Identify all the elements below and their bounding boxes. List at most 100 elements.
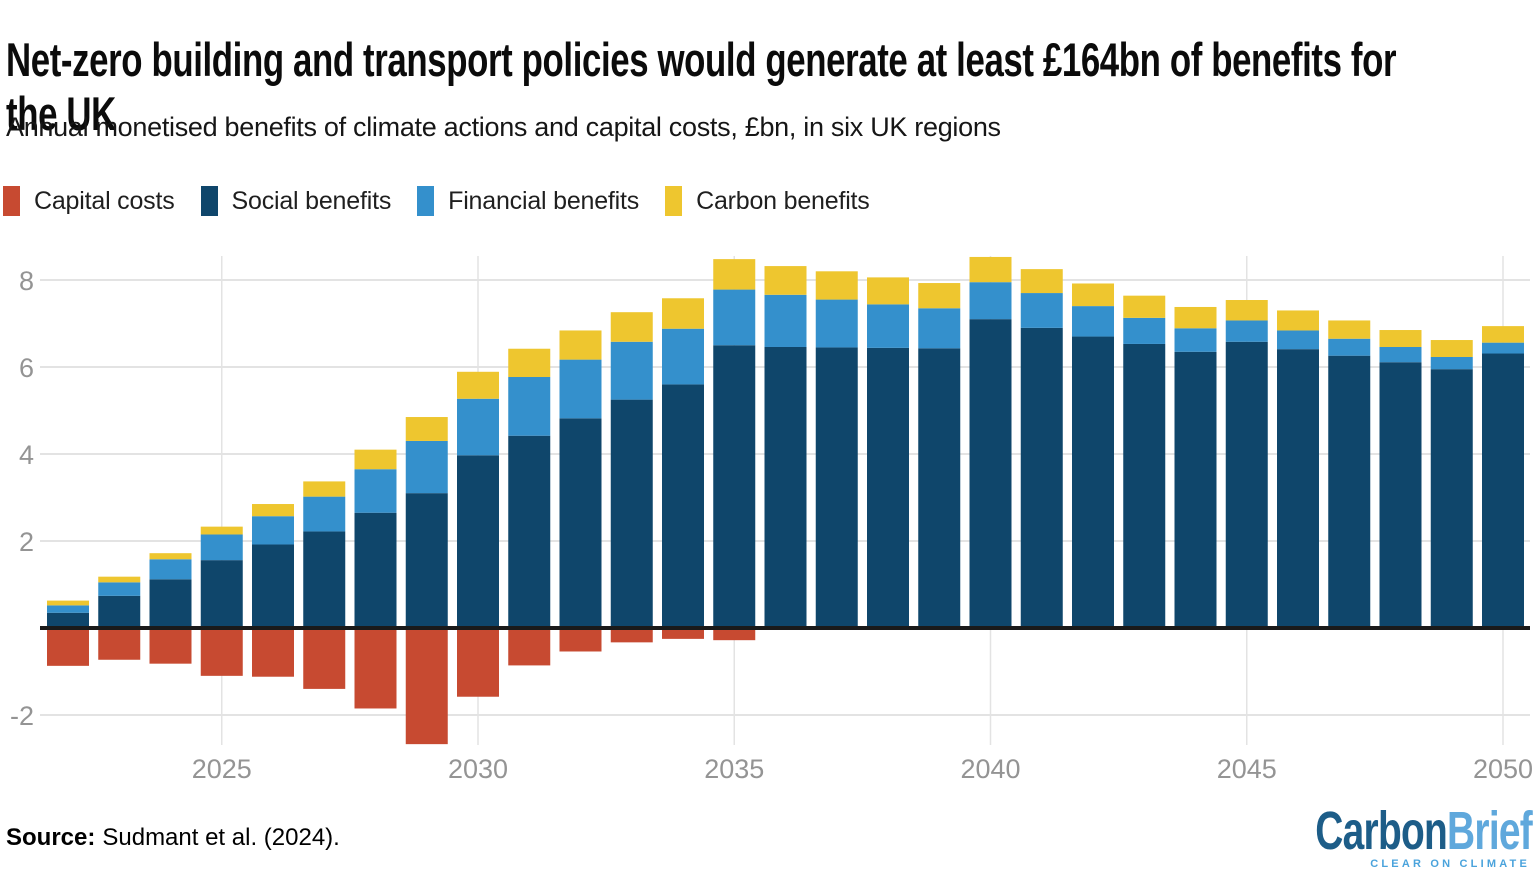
bar-social-benefits-2048	[1379, 362, 1422, 628]
legend-item-social-benefits: Social benefits	[200, 186, 392, 216]
bar-carbon-benefits-2034	[662, 298, 704, 329]
bar-carbon-benefits-2047	[1328, 320, 1371, 339]
carbonbrief-logo: CarbonBrief CLEAR ON CLIMATE	[1231, 804, 1532, 870]
bar-financial-benefits-2027	[303, 496, 346, 532]
zero-baseline	[40, 626, 1530, 630]
x-axis-tick-label: 2035	[704, 754, 764, 784]
legend-label-capital-costs: Capital costs	[34, 186, 175, 215]
logo-brief: Brief	[1447, 801, 1533, 861]
bar-social-benefits-2032	[559, 418, 602, 628]
bar-social-benefits-2030	[457, 455, 499, 628]
bar-social-benefits-2041	[1020, 327, 1063, 628]
legend-swatch-capital-costs	[3, 186, 20, 216]
bar-financial-benefits-2044	[1174, 328, 1217, 352]
x-axis-tick-label: 2025	[192, 754, 252, 784]
bar-carbon-benefits-2041	[1020, 269, 1063, 294]
bar-carbon-benefits-2035	[713, 259, 756, 290]
bar-social-benefits-2045	[1225, 341, 1268, 628]
bar-carbon-benefits-2029	[405, 417, 448, 441]
bar-capital-costs-2035	[713, 628, 756, 641]
bar-carbon-benefits-2037	[815, 271, 858, 300]
bar-social-benefits-2049	[1430, 369, 1473, 628]
x-axis-tick-label: 2045	[1217, 754, 1277, 784]
bar-carbon-benefits-2023	[98, 576, 141, 583]
bar-carbon-benefits-2042	[1072, 283, 1114, 307]
bar-social-benefits-2022	[47, 612, 89, 628]
bar-carbon-benefits-2024	[149, 553, 192, 560]
legend-item-carbon-benefits: Carbon benefits	[665, 186, 870, 216]
bar-capital-costs-2023	[98, 628, 141, 660]
bar-capital-costs-2032	[559, 628, 602, 652]
bar-social-benefits-2023	[98, 595, 141, 628]
bar-carbon-benefits-2043	[1123, 295, 1166, 318]
bar-carbon-benefits-2027	[303, 481, 346, 497]
bar-capital-costs-2024	[149, 628, 192, 664]
page-title: Net-zero building and transport policies…	[6, 33, 1397, 141]
bar-financial-benefits-2032	[559, 359, 602, 419]
bar-social-benefits-2024	[149, 579, 192, 628]
bar-social-benefits-2036	[764, 346, 807, 628]
bar-financial-benefits-2023	[98, 582, 141, 596]
bar-financial-benefits-2045	[1225, 320, 1268, 342]
bar-social-benefits-2035	[713, 345, 756, 628]
bar-carbon-benefits-2033	[610, 312, 653, 342]
legend-item-financial-benefits: Financial benefits	[417, 186, 639, 216]
bar-carbon-benefits-2031	[508, 348, 551, 378]
bar-social-benefits-2043	[1123, 343, 1166, 628]
chart: 8 6 4 2 -2 2025 2030 2035 2040 2045 2050	[0, 240, 1536, 800]
x-axis-tick-label: 2040	[960, 754, 1020, 784]
bar-financial-benefits-2043	[1123, 317, 1166, 344]
bar-carbon-benefits-2049	[1430, 340, 1473, 357]
bar-financial-benefits-2049	[1430, 356, 1473, 370]
x-axis-tick-label: 2050	[1473, 754, 1533, 784]
carbonbrief-wordmark: CarbonBrief	[1315, 804, 1532, 858]
bar-carbon-benefits-2022	[47, 600, 89, 606]
bar-financial-benefits-2033	[610, 341, 653, 400]
bar-carbon-benefits-2045	[1225, 300, 1268, 321]
bar-financial-benefits-2034	[662, 328, 704, 385]
x-axis-tick-label: 2030	[448, 754, 508, 784]
legend-label-carbon-benefits: Carbon benefits	[696, 186, 870, 215]
bar-capital-costs-2034	[662, 628, 704, 639]
bar-social-benefits-2026	[252, 544, 294, 628]
bar-financial-benefits-2036	[764, 294, 807, 347]
bar-capital-costs-2031	[508, 628, 551, 666]
chart-svg: 8 6 4 2 -2 2025 2030 2035 2040 2045 2050	[10, 256, 1533, 784]
bar-capital-costs-2027	[303, 628, 346, 689]
bar-social-benefits-2040	[969, 319, 1012, 628]
logo-tagline: CLEAR ON CLIMATE	[1370, 858, 1530, 870]
bar-social-benefits-2031	[508, 435, 551, 628]
legend-label-social-benefits: Social benefits	[231, 186, 392, 215]
bar-social-benefits-2047	[1328, 355, 1371, 628]
bar-financial-benefits-2030	[457, 398, 499, 456]
bar-capital-costs-2030	[457, 628, 499, 697]
bar-carbon-benefits-2050	[1482, 326, 1524, 343]
logo-carbon: Carbon	[1315, 801, 1448, 861]
bar-social-benefits-2028	[354, 512, 397, 628]
bar-social-benefits-2050	[1482, 353, 1524, 628]
y-axis-tick-label: -2	[10, 701, 34, 731]
bar-financial-benefits-2040	[969, 282, 1012, 320]
bar-social-benefits-2029	[405, 493, 448, 628]
bar-carbon-benefits-2030	[457, 371, 499, 399]
bar-social-benefits-2042	[1072, 336, 1114, 628]
bar-social-benefits-2039	[918, 348, 961, 628]
bar-financial-benefits-2050	[1482, 342, 1524, 354]
legend: Capital costs Social benefits Financial …	[3, 186, 896, 216]
bar-carbon-benefits-2038	[867, 277, 909, 305]
bar-capital-costs-2028	[354, 628, 397, 709]
bar-social-benefits-2037	[815, 347, 858, 628]
bar-carbon-benefits-2039	[918, 283, 961, 309]
bar-carbon-benefits-2046	[1277, 310, 1319, 331]
bar-capital-costs-2033	[610, 628, 653, 643]
bar-financial-benefits-2035	[713, 289, 756, 346]
bar-social-benefits-2046	[1277, 349, 1319, 628]
bar-social-benefits-2038	[867, 347, 909, 628]
vertical-gridline	[221, 256, 223, 745]
bar-social-benefits-2034	[662, 384, 704, 628]
y-axis-tick-label: 6	[19, 353, 34, 383]
bar-carbon-benefits-2025	[200, 526, 243, 535]
legend-swatch-social-benefits	[200, 186, 218, 216]
bar-social-benefits-2025	[200, 560, 243, 628]
